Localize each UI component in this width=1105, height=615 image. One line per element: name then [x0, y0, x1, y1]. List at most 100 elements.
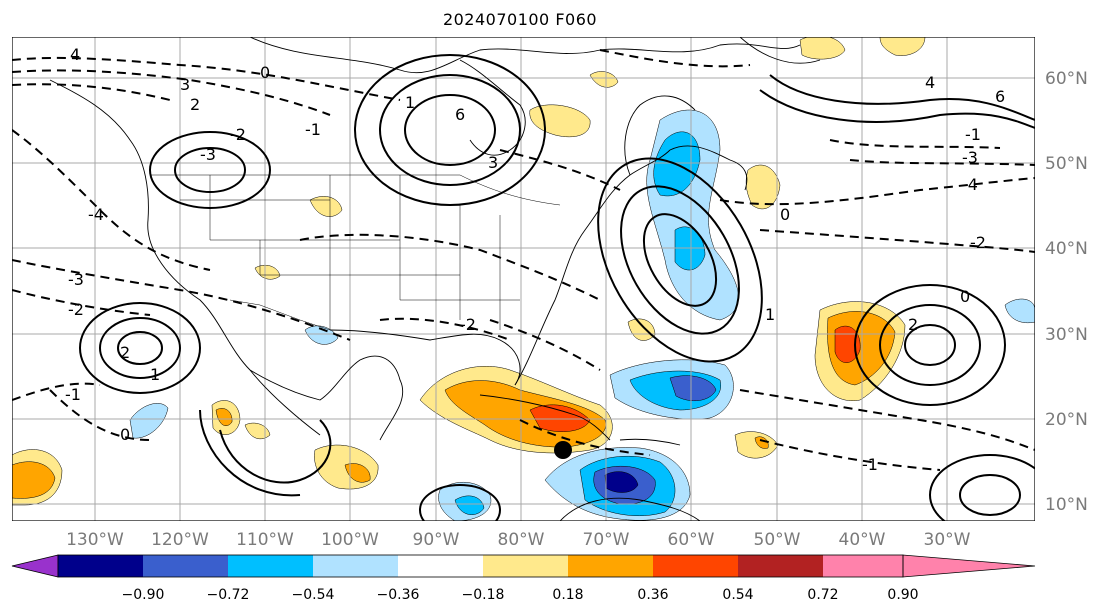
positive-anomaly-central-atlantic-core: [834, 325, 861, 363]
map-panel: 4 3 2 0 -1 -2 -3 -4 6 1 2 -3 -2 0 -1 1 3…: [12, 37, 1035, 521]
colorbar-tick: −0.54: [292, 587, 335, 603]
lon-label: 50°W: [754, 530, 801, 550]
lon-label: 90°W: [413, 530, 460, 550]
colorbar-swatch: [398, 555, 483, 577]
contour-label: 1: [765, 305, 775, 324]
contour-label: -4: [962, 175, 978, 194]
contour-label: -1: [65, 385, 81, 404]
coastline-canada-east: [624, 95, 748, 191]
colorbar-swatch: [228, 555, 313, 577]
colorbar-tick: −0.72: [207, 587, 250, 603]
coastline-greenland: [739, 37, 821, 64]
colorbar-tick: 0.90: [887, 587, 918, 603]
colorbar-swatch: [483, 555, 568, 577]
lon-label: 60°W: [668, 530, 715, 550]
graticule: [12, 37, 1035, 521]
lon-label: 110°W: [236, 530, 294, 550]
colorbar-swatch: [313, 555, 398, 577]
coastline-hudson-bay: [459, 59, 526, 156]
positive-anomaly-pacific-core: [12, 461, 56, 499]
colorbar-swatch: [568, 555, 653, 577]
contour-label: 0: [960, 287, 970, 306]
colorbar-swatch: [143, 555, 228, 577]
coastline-hispaniola: [619, 438, 681, 446]
contour-label: -1: [965, 125, 981, 144]
lon-label: 130°W: [66, 530, 124, 550]
positive-anomaly-midwest: [254, 265, 281, 280]
contour-label: -2: [460, 315, 476, 334]
negative-anomaly-caribbean-peak: [604, 471, 639, 493]
contour-label: -4: [88, 205, 104, 224]
coastline-south-america: [559, 497, 701, 521]
contour-label: 2: [120, 343, 130, 362]
positive-anomaly-labrador: [589, 71, 619, 88]
contour-label: 2: [190, 95, 200, 114]
solid-contours: [79, 54, 1035, 521]
coastline-gulf: [329, 329, 521, 386]
lon-label: 70°W: [583, 530, 630, 550]
contour-label: 3: [180, 75, 190, 94]
colorbar-swatch: [58, 555, 143, 577]
colorbar-tick: 0.18: [552, 587, 583, 603]
coastline-mexico: [249, 355, 404, 441]
coastline-cuba: [479, 394, 611, 441]
colorbar-swatch: [653, 555, 738, 577]
contour-label: 4: [70, 45, 80, 64]
coastline-us-east: [514, 149, 671, 386]
contour-label: 3: [488, 153, 498, 172]
coastlines: [49, 37, 821, 521]
contour-label: 1: [405, 93, 415, 112]
negative-anomaly-atlantic-core: [669, 375, 717, 402]
positive-anomaly-caribbean-peak: [529, 404, 591, 432]
colorbar-tick: −0.90: [122, 587, 165, 603]
positive-anomaly-pacific-small: [244, 422, 271, 440]
contour-label: -2: [970, 233, 986, 252]
contour-label: -2: [230, 125, 246, 144]
lat-label: 30°N: [1045, 325, 1088, 345]
dashed-contours: [12, 49, 1035, 471]
borders: [150, 174, 561, 331]
negative-anomaly-south-core: [454, 495, 485, 515]
negative-anomaly-east-atlantic: [1004, 298, 1035, 323]
colorbar-swatch: [738, 555, 823, 577]
colorbar-tick: 0.54: [722, 587, 753, 603]
colorbar-swatch: [823, 555, 903, 577]
lon-label: 40°W: [839, 530, 886, 550]
contour-label: 1: [150, 365, 160, 384]
colorbar-max-extend: [902, 554, 1036, 578]
storm-marker: [554, 441, 572, 459]
positive-anomaly-east-pacific-core: [215, 408, 233, 426]
lon-label: 30°W: [924, 530, 971, 550]
negative-anomaly-pacific: [129, 403, 169, 439]
contour-label: -1: [305, 120, 321, 139]
lon-label: 100°W: [321, 530, 379, 550]
lat-label: 10°N: [1045, 495, 1088, 515]
contour-label-group: 4 3 2 0 -1 -2 -3 -4 6 1 2 -3 -2 0 -1 1 3…: [65, 45, 1005, 474]
lat-label: 50°N: [1045, 154, 1088, 174]
coastline-pacific-northwest: [49, 79, 321, 436]
contour-label: 6: [995, 87, 1005, 106]
contour-label: 6: [455, 105, 465, 124]
lat-label: 40°N: [1045, 239, 1088, 259]
colorbar-tick: 0.72: [807, 587, 838, 603]
negative-anomaly-gulf: [304, 325, 339, 345]
contour-label: 4: [925, 73, 935, 92]
lon-label: 120°W: [151, 530, 209, 550]
colorbar-ticks: −0.90 −0.72 −0.54 −0.36 −0.18 0.18 0.36 …: [122, 587, 919, 603]
colorbar: −0.90 −0.72 −0.54 −0.36 −0.18 0.18 0.36 …: [11, 554, 1036, 603]
longitude-labels: 130°W 120°W 110°W 100°W 90°W 80°W 70°W 6…: [66, 530, 971, 550]
colorbar-tick: 0.36: [637, 587, 668, 603]
map-title: 2024070100 F060: [442, 10, 598, 29]
coastline-arctic: [249, 37, 801, 74]
positive-anomaly-west: [309, 196, 343, 217]
colorbar-tick: −0.36: [377, 587, 420, 603]
colorbar-tick: −0.18: [462, 587, 505, 603]
contour-label: 0: [260, 63, 270, 82]
contour-label: 2: [908, 315, 918, 334]
latitude-labels: 60°N 50°N 40°N 30°N 20°N 10°N: [1045, 69, 1088, 515]
contour-label: -3: [962, 148, 978, 167]
lat-label: 20°N: [1045, 410, 1088, 430]
contour-label: 0: [780, 205, 790, 224]
contour-label: -3: [68, 270, 84, 289]
